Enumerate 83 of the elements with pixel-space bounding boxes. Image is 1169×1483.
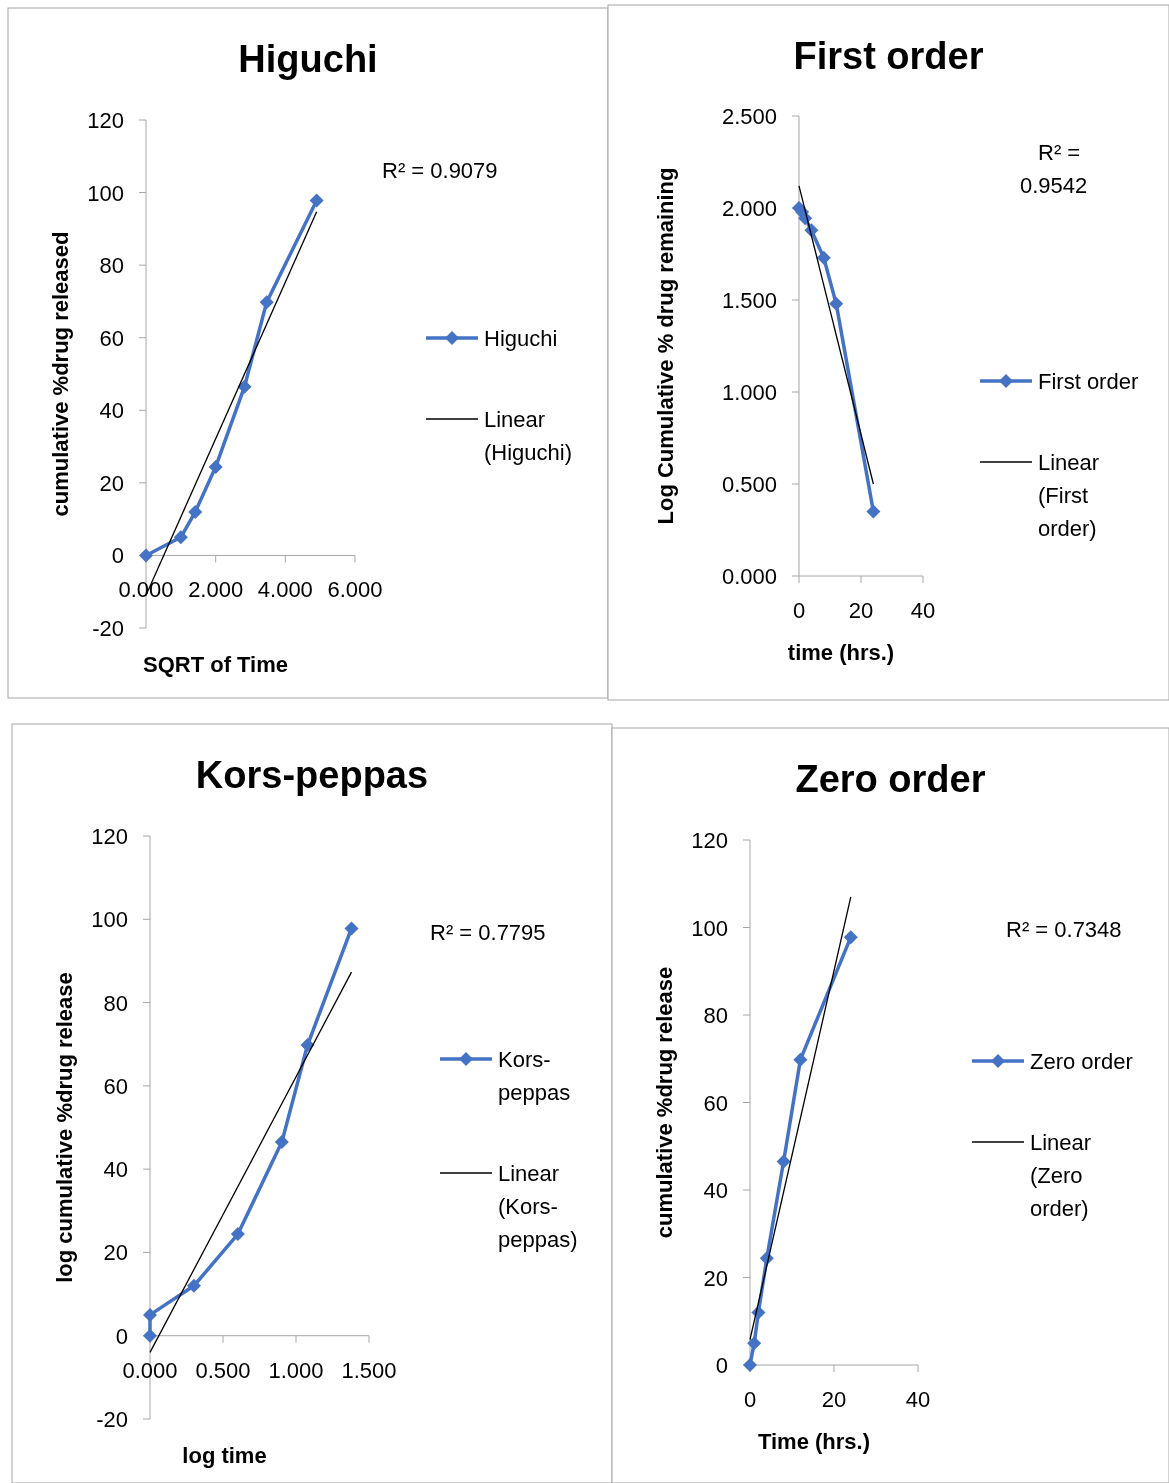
y-tick-label: 2.500 <box>721 104 777 129</box>
point <box>776 1154 791 1169</box>
x-tick-label: 40 <box>905 1387 931 1412</box>
x-tick-label: 40 <box>910 598 936 623</box>
x-axis-title: Time (hrs.) <box>757 1429 871 1454</box>
legend-label: First order <box>1038 369 1139 394</box>
y-tick-label: 100 <box>691 915 728 941</box>
point <box>208 459 223 474</box>
y-tick-label: 120 <box>91 824 128 849</box>
text: R² = 0.7795 <box>430 920 546 945</box>
y-tick-label: 120 <box>87 108 124 133</box>
x-tick-label: 1.000 <box>268 1357 324 1383</box>
y-axis-title: cumulative %drug released <box>48 231 73 517</box>
point <box>188 504 203 519</box>
legend-label: Linear (Kors-peppas) <box>498 1161 578 1252</box>
y-tick-label: -20 <box>92 616 124 641</box>
point <box>843 930 858 945</box>
chart-title: Higuchi <box>238 38 378 80</box>
x-tick-label: 4.000 <box>257 577 313 603</box>
text: R² = 0.7348 <box>1006 917 1122 942</box>
text: R² = 0.9079 <box>382 158 498 183</box>
legend-label: Linear (Higuchi) <box>484 407 573 465</box>
point <box>237 379 252 394</box>
point <box>747 1336 762 1351</box>
legend-label: Zero order <box>1030 1049 1133 1074</box>
point <box>793 1052 808 1067</box>
point <box>309 193 324 208</box>
legend-label: Linear (Zero order) <box>1030 1130 1092 1221</box>
x-tick-label: 20 <box>821 1387 847 1412</box>
chart-title: Zero order <box>795 758 986 800</box>
y-tick-label: 120 <box>691 828 728 853</box>
point <box>143 1328 157 1343</box>
point <box>344 921 359 936</box>
y-tick-label: 80 <box>103 990 128 1016</box>
x-axis-title: log time <box>182 1443 267 1468</box>
y-tick-label: 60 <box>703 1090 728 1116</box>
text: R² = 0.9542 <box>1020 140 1088 198</box>
y-tick-label: 60 <box>99 325 124 351</box>
point <box>139 548 153 563</box>
y-tick-label: 0 <box>111 543 124 569</box>
x-tick-label: 0 <box>792 598 806 623</box>
y-tick-label: 0.500 <box>721 472 777 497</box>
legend-label: Higuchi <box>484 326 558 351</box>
y-tick-label: 0 <box>115 1323 128 1349</box>
y-tick-label: 100 <box>91 907 128 933</box>
x-axis-title: time (hrs.) <box>787 640 895 665</box>
y-tick-label: 80 <box>99 253 124 279</box>
y-axis-title: log cumulative %drug release <box>52 972 77 1283</box>
x-tick-label: 20 <box>848 598 874 623</box>
y-tick-label: 100 <box>87 180 124 206</box>
point <box>173 530 188 545</box>
point <box>866 504 881 519</box>
point <box>274 1135 289 1150</box>
y-tick-label: -20 <box>96 1407 128 1432</box>
y-tick-label: 2.000 <box>721 196 777 221</box>
x-axis-title: SQRT of Time <box>142 652 289 677</box>
y-axis-title: cumulative %drug release <box>652 966 677 1239</box>
point <box>143 1307 157 1322</box>
y-tick-label: 40 <box>99 398 124 424</box>
x-tick-label: 6.000 <box>327 577 383 603</box>
point <box>186 1278 201 1293</box>
point <box>259 295 274 310</box>
x-tick-label: 0.500 <box>195 1357 251 1383</box>
x-tick-label: 2.000 <box>188 577 244 603</box>
y-tick-label: 80 <box>703 1003 728 1028</box>
chart-title: First order <box>793 35 984 77</box>
point <box>300 1038 315 1053</box>
x-tick-label: 1.500 <box>341 1357 397 1383</box>
point <box>230 1227 245 1242</box>
point <box>816 250 831 265</box>
y-tick-label: 20 <box>99 470 124 496</box>
y-tick-label: 1.500 <box>721 288 777 313</box>
chart-title: Kors-peppas <box>195 754 429 796</box>
y-axis-title: Log Cumulative % drug remaining <box>653 167 678 525</box>
y-tick-label: 1.000 <box>721 380 777 405</box>
y-tick-label: 20 <box>103 1240 128 1266</box>
y-tick-label: 40 <box>103 1157 128 1183</box>
legend-label: Linear (First order) <box>1038 450 1100 541</box>
y-tick-label: 20 <box>703 1265 728 1291</box>
legend-label: Kors-peppas <box>498 1047 571 1105</box>
y-tick-label: 40 <box>703 1178 728 1203</box>
y-tick-label: 60 <box>103 1073 128 1099</box>
point <box>829 296 844 311</box>
